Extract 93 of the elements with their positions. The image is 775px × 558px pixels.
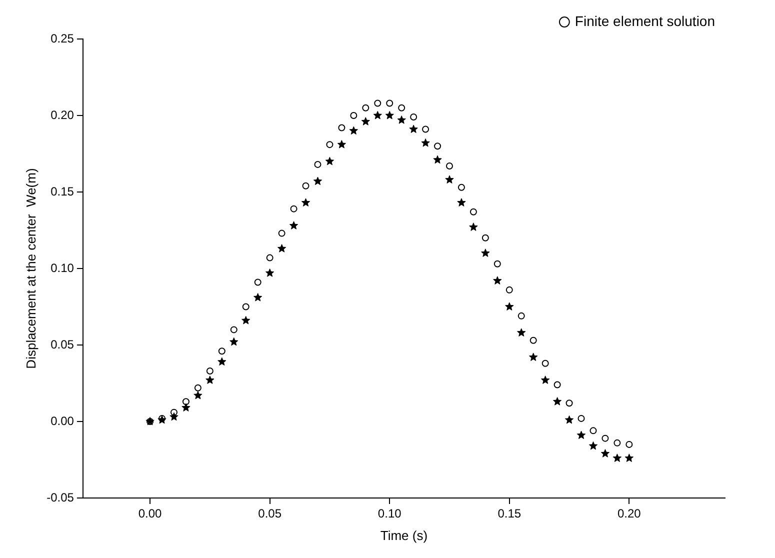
point	[458, 184, 465, 191]
point	[518, 312, 525, 320]
point	[301, 198, 310, 206]
y-tick-label: 0.10	[50, 260, 74, 275]
point	[614, 439, 621, 446]
point	[626, 440, 633, 448]
y-tick-label: 0.00	[50, 414, 74, 428]
point	[540, 376, 550, 384]
point	[398, 104, 406, 112]
point	[612, 454, 622, 462]
point	[242, 316, 250, 324]
point	[542, 360, 549, 367]
point	[469, 222, 478, 231]
point	[373, 110, 382, 120]
point	[554, 381, 561, 388]
point	[278, 230, 286, 237]
point	[564, 415, 574, 424]
point	[505, 302, 514, 310]
point	[600, 449, 610, 458]
point	[349, 126, 358, 135]
point	[289, 221, 298, 230]
point	[277, 244, 286, 252]
point	[374, 100, 382, 107]
point	[481, 248, 490, 257]
point	[422, 126, 430, 133]
point	[602, 434, 609, 442]
point	[206, 376, 214, 384]
point	[506, 286, 513, 294]
point	[409, 124, 418, 133]
x-tick-label: 0.10	[378, 506, 402, 521]
point	[242, 303, 250, 310]
point	[385, 110, 394, 120]
point	[530, 336, 537, 344]
point	[325, 156, 334, 166]
point	[313, 176, 322, 186]
point	[624, 454, 634, 462]
x-tick-label: 0.20	[617, 506, 642, 521]
point	[302, 182, 310, 190]
point	[578, 414, 585, 422]
point	[493, 276, 502, 284]
x-tick-label: 0.15	[498, 506, 522, 521]
legend-label: Finite element solution	[574, 12, 716, 29]
point	[482, 234, 489, 242]
point	[445, 175, 454, 184]
point	[433, 155, 442, 164]
point	[386, 100, 394, 107]
point	[494, 260, 501, 268]
point	[218, 357, 226, 366]
point	[206, 368, 214, 375]
x-tick-label: 0.00	[138, 506, 162, 521]
point	[194, 384, 202, 392]
point	[218, 348, 226, 355]
point	[446, 162, 453, 170]
point	[361, 117, 370, 126]
point	[517, 328, 526, 336]
x-axis-title: Time (s)	[380, 528, 428, 543]
point	[576, 430, 586, 439]
point	[470, 208, 477, 216]
point	[337, 140, 346, 148]
y-tick-label: 0.20	[50, 108, 74, 122]
y-axis-title: Displacement at the center We(m)	[23, 168, 38, 369]
point	[182, 403, 190, 412]
point	[182, 398, 190, 406]
point	[230, 326, 238, 334]
point	[434, 142, 442, 150]
y-tick-label: 0.05	[50, 337, 74, 352]
point	[529, 352, 538, 361]
point	[566, 400, 573, 407]
point	[552, 397, 562, 406]
point	[170, 412, 178, 421]
point	[350, 112, 358, 119]
point	[421, 138, 430, 147]
point	[397, 116, 406, 124]
point	[230, 337, 238, 346]
point	[314, 160, 322, 168]
point	[457, 198, 466, 206]
point	[410, 114, 418, 121]
point	[590, 427, 597, 434]
point	[254, 293, 262, 302]
point	[338, 124, 346, 132]
y-tick-label: -0.05	[46, 490, 74, 504]
y-tick-label: 0.25	[50, 31, 74, 46]
point	[588, 441, 598, 450]
point	[266, 254, 274, 262]
point	[265, 268, 274, 277]
x-tick-label: 0.05	[258, 506, 282, 521]
point	[290, 205, 298, 212]
y-tick-label: 0.15	[50, 184, 74, 198]
point	[170, 408, 178, 416]
point	[194, 390, 202, 400]
point	[254, 278, 262, 286]
point	[362, 104, 370, 112]
point	[326, 141, 334, 148]
